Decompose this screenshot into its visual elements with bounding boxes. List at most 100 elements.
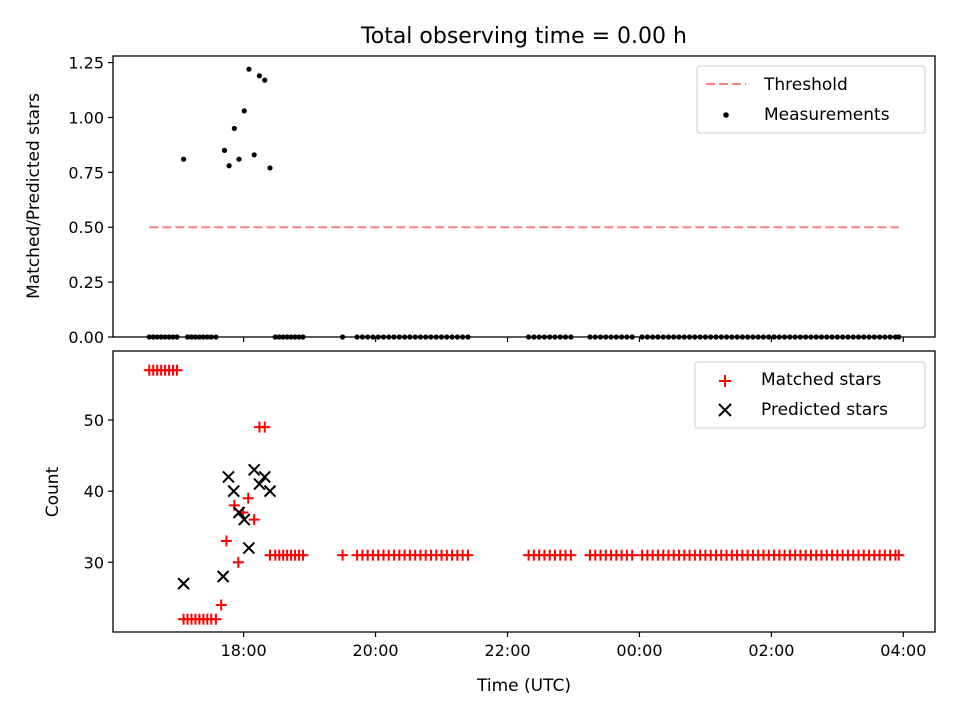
measurement-point [272, 334, 278, 340]
measurement-point [536, 334, 542, 340]
measurement-point [597, 334, 604, 340]
measurement-point [401, 334, 408, 340]
measurement-point [592, 334, 598, 340]
measurement-point [803, 334, 809, 340]
measurement-point [391, 334, 397, 340]
measurement-point [449, 334, 455, 340]
predicted-star-point [263, 484, 277, 498]
measurement-point [861, 334, 867, 340]
matched-star-point [248, 514, 260, 526]
measurement-point [221, 147, 228, 153]
figure-title: Total observing time = 0.00 h [360, 24, 687, 49]
ratio-legend-box [696, 65, 926, 134]
ratio-ylabel: Matched/Predicted stars [24, 93, 44, 299]
measurement-point [613, 334, 619, 340]
measurement-point [180, 156, 187, 162]
measurement-point [192, 334, 199, 340]
measurement-point [840, 334, 846, 340]
measurement-point [739, 334, 745, 340]
measurement-point [284, 334, 290, 340]
measurement-point [568, 334, 574, 340]
measurement-point [797, 334, 804, 340]
measurement-point [697, 334, 703, 340]
matched-star-point [893, 549, 905, 561]
measurement-point [241, 108, 247, 114]
measurement-point [454, 334, 460, 340]
measurement-point [412, 334, 418, 340]
measurement-point [692, 334, 698, 340]
measurement-point [708, 334, 714, 340]
measurement-point [423, 334, 429, 340]
matched-star-point [232, 556, 244, 568]
measurement-point [359, 334, 365, 340]
legend-measurements-swatch [723, 112, 729, 118]
measurement-point [608, 334, 614, 340]
measurement-point [365, 334, 371, 340]
measurement-point [629, 334, 635, 340]
measurement-point [256, 73, 263, 79]
measurement-point [760, 334, 767, 340]
measurement-point [407, 334, 413, 340]
measurement-point [781, 334, 788, 340]
measurement-point [370, 334, 376, 340]
measurement-point [766, 334, 772, 340]
measurement-point [713, 334, 719, 340]
ratio-panel: Matched/Predicted stars 0.00 0.25 0.50 0.75… [24, 54, 936, 347]
measurement-point [824, 334, 830, 340]
ratio-ytick-label: 0.00 [68, 328, 104, 347]
count-ytick-label: 40 [84, 482, 104, 501]
measurement-point [876, 334, 883, 340]
ratio-ytick-label: 0.50 [68, 218, 104, 237]
measurement-point [417, 334, 424, 340]
measurement-point [531, 334, 537, 340]
measurement-point [386, 334, 392, 340]
x-tick-label: 04:00 [880, 641, 926, 660]
measurement-point [231, 125, 237, 132]
measurement-point [200, 334, 206, 340]
measurement-point [866, 334, 872, 340]
legend-predicted-label: Predicted stars [761, 400, 888, 420]
measurement-point [380, 334, 387, 340]
measurement-point [433, 334, 439, 340]
measurement-point [196, 334, 203, 340]
ratio-ytick-label: 1.25 [68, 54, 104, 73]
measurement-point [166, 334, 172, 340]
measurement-point [771, 334, 777, 340]
matched-star-point [215, 599, 227, 611]
count-legend: Matched stars Predicted stars [694, 361, 926, 429]
measurement-point [665, 334, 672, 340]
measurement-point [354, 334, 360, 340]
measurement-point [644, 334, 650, 340]
measurement-point [792, 334, 798, 340]
count-legend-box [694, 361, 926, 429]
predicted-star-point [258, 470, 271, 484]
predicted-star-point [247, 463, 261, 477]
measurement-point [460, 334, 466, 340]
legend-measurements-label: Measurements [764, 105, 890, 125]
measurement-point [655, 334, 661, 340]
measurement-point [882, 334, 888, 340]
predicted-star-point [242, 541, 256, 555]
x-tick-label: 20:00 [353, 641, 399, 660]
measurement-point [818, 334, 825, 340]
count-panel: Count 30 40 50 18:00 20:00 22:00 00:00 02:00 04… [43, 350, 936, 660]
measurement-point [262, 77, 268, 83]
measurement-point [174, 334, 180, 340]
legend-matched-swatch [719, 375, 731, 387]
measurement-point [251, 152, 257, 158]
measurement-point [150, 334, 156, 340]
ratio-ytick-label: 0.75 [68, 163, 104, 182]
measurement-point [603, 334, 609, 340]
measurement-point [184, 334, 191, 340]
count-ytick-label: 30 [84, 553, 104, 572]
measurement-point [246, 66, 252, 72]
measurement-point [686, 334, 693, 340]
measurement-point [562, 334, 569, 340]
matched-star-point [242, 492, 254, 504]
x-axis-label: Time (UTC) [476, 676, 571, 696]
measurement-point [587, 334, 593, 340]
measurement-point [162, 334, 168, 340]
x-tick-label: 00:00 [616, 641, 662, 660]
x-tick-label: 18:00 [221, 641, 267, 660]
measurement-point [855, 334, 862, 340]
